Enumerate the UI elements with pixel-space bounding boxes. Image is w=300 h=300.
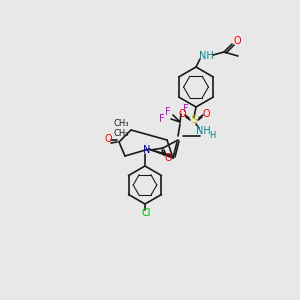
Text: CH₃: CH₃ (113, 118, 129, 127)
Text: H: H (209, 131, 215, 140)
Text: Cl: Cl (141, 208, 151, 218)
Text: CH₃: CH₃ (113, 130, 129, 139)
Text: O: O (104, 134, 112, 144)
Text: F: F (165, 107, 171, 117)
Text: O: O (164, 153, 172, 163)
Text: O: O (233, 36, 241, 46)
Text: NH: NH (196, 126, 210, 136)
Text: O: O (202, 109, 210, 119)
Text: NH: NH (199, 51, 213, 61)
Text: N: N (143, 145, 151, 155)
Text: F: F (183, 104, 189, 114)
Text: O: O (178, 109, 186, 119)
Text: F: F (159, 114, 165, 124)
Text: S: S (190, 115, 198, 125)
